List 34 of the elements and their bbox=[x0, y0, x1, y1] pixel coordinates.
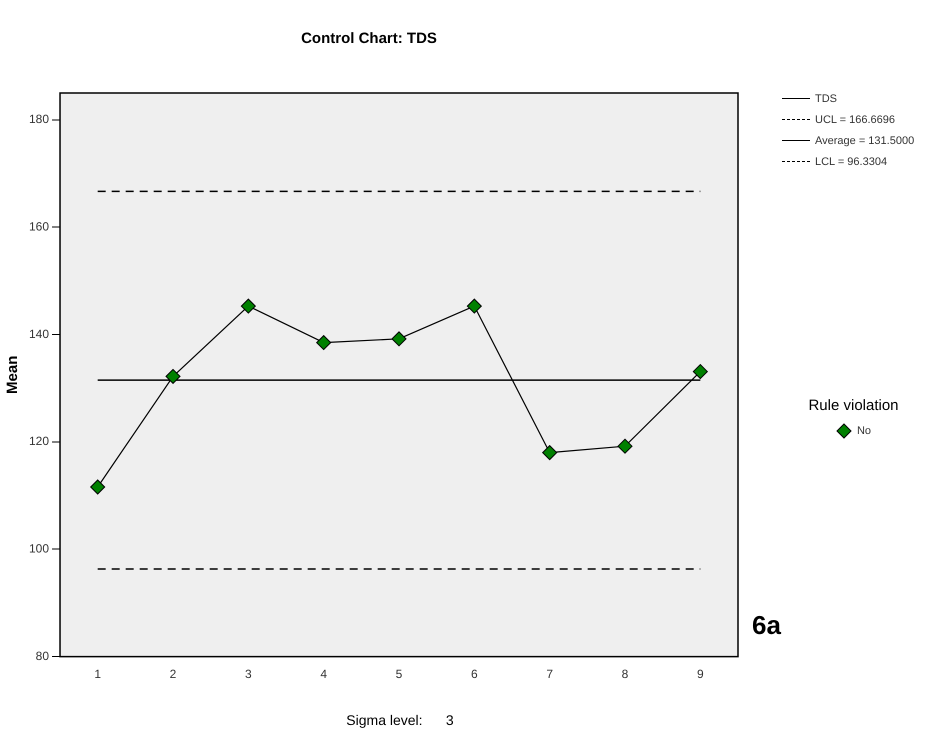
point bbox=[466, 298, 482, 314]
legend-label: TDS bbox=[815, 92, 837, 104]
y-tick-label: 140 bbox=[28, 326, 50, 341]
x-tick-label: 7 bbox=[546, 667, 554, 682]
y-tick-label: 160 bbox=[28, 220, 50, 234]
legend-label: Average = 131.5000 bbox=[815, 134, 914, 146]
point bbox=[618, 438, 633, 454]
y-tick-label: 100 bbox=[28, 542, 50, 556]
legend-label: LCL = 96.3304 bbox=[815, 156, 888, 168]
y-axis-title: Mean bbox=[4, 356, 22, 394]
chart-title: Control Chart: TDS bbox=[301, 30, 437, 48]
legend-title: Rule violation bbox=[807, 397, 900, 414]
x-tick-label: 6 bbox=[471, 667, 478, 682]
x-tick-label: 2 bbox=[170, 667, 177, 682]
legend-label: UCL = 166.6696 bbox=[815, 114, 896, 126]
x-tick-label: 3 bbox=[245, 667, 252, 682]
point bbox=[392, 331, 407, 346]
point bbox=[90, 479, 106, 494]
x-tick-label: 4 bbox=[320, 667, 328, 682]
x-tick-label: 1 bbox=[94, 667, 102, 682]
x-tick-label: 8 bbox=[622, 667, 629, 682]
x-tick-label: 5 bbox=[396, 667, 403, 682]
point bbox=[240, 298, 256, 314]
x-tick-label: 9 bbox=[696, 667, 704, 682]
y-tick-label: 80 bbox=[36, 648, 50, 663]
legend-label: No bbox=[856, 424, 872, 436]
y-tick-label: 120 bbox=[28, 434, 50, 448]
point bbox=[692, 364, 708, 380]
point bbox=[166, 368, 181, 384]
point bbox=[542, 445, 558, 460]
text: 6a bbox=[752, 610, 781, 641]
y-tick-label: 180 bbox=[28, 112, 50, 126]
point bbox=[316, 335, 332, 350]
text: Sigma level: 3 bbox=[345, 712, 455, 728]
